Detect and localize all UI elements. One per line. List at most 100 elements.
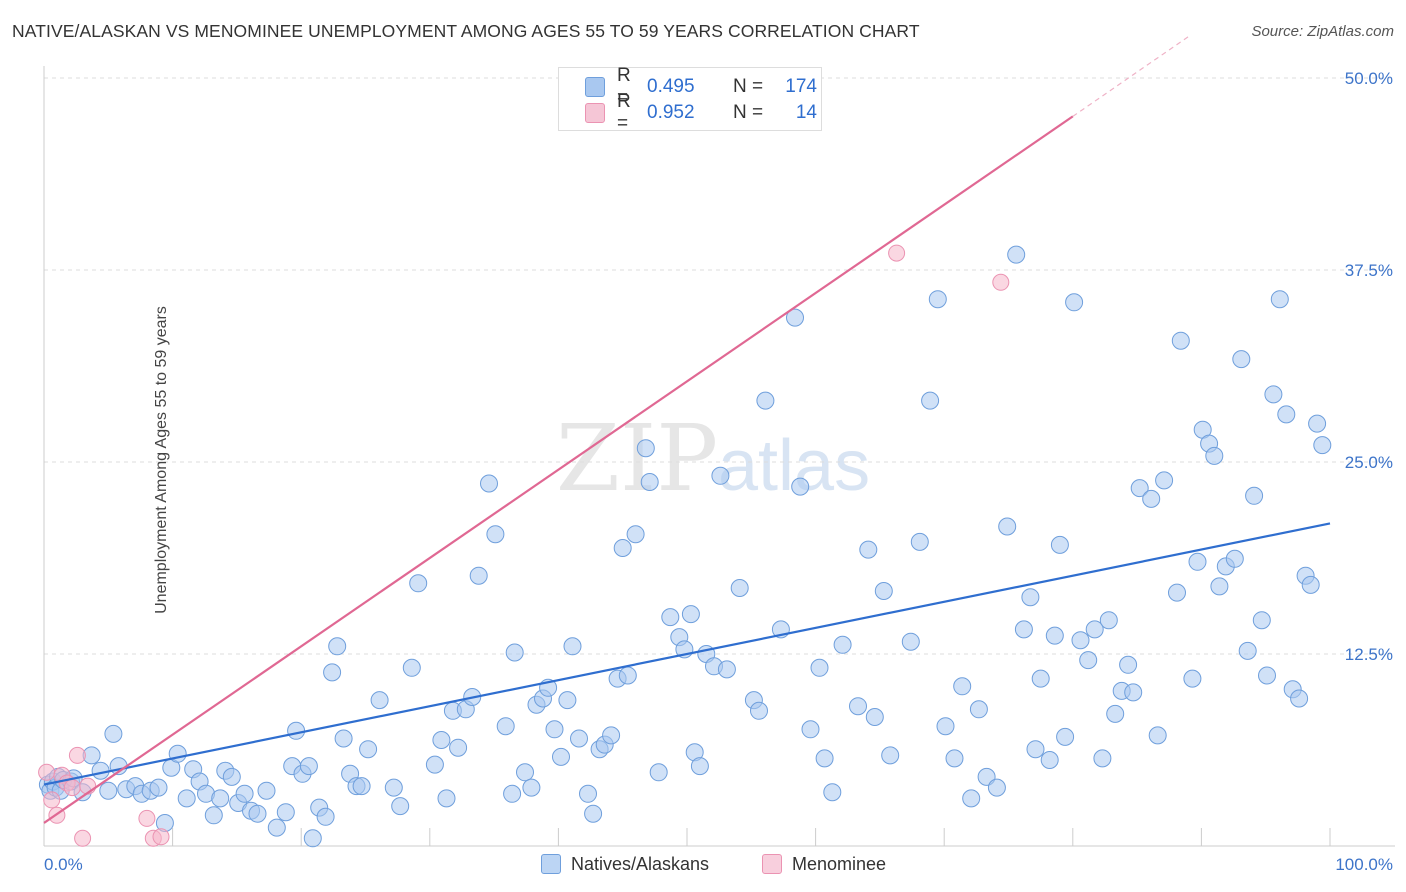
trend-line-natives [43,522,1331,786]
data-point-natives [1168,583,1186,602]
x-tick-label: 0.0% [44,855,83,874]
data-point-natives [874,582,893,600]
data-point-natives [865,708,884,726]
legend-n-label: N = [733,102,764,123]
data-point-natives [425,755,444,774]
data-point-natives [409,574,428,593]
watermark-zip: ZIP [556,405,718,512]
watermark: ZIP atlas [556,405,870,512]
data-point-natives [391,797,410,816]
data-point-natives [503,784,522,803]
data-point-natives [359,740,378,759]
data-point-natives [1124,683,1143,702]
data-point-natives [545,720,564,739]
data-point-natives [370,691,389,710]
bottom-legend-label: Natives/Alaskans [571,853,710,874]
data-point-natives [626,525,645,544]
data-point-natives [618,666,637,685]
data-point-natives [1155,471,1174,490]
data-point-natives [177,789,196,808]
data-point-natives [681,605,700,624]
data-point-natives [552,747,570,766]
data-point-natives [1183,669,1202,688]
data-point-natives [584,804,603,823]
data-point-natives [222,767,241,786]
data-point-menominee [38,763,56,781]
data-point-natives [235,784,254,803]
data-point-natives [1050,535,1069,554]
legend-swatch-pink [585,103,605,123]
data-point-natives [786,308,804,327]
data-point-natives [962,789,981,808]
data-point-natives [945,749,964,768]
trend-line-menominee [43,115,1074,824]
data-point-natives [661,608,680,627]
x-tick-label: 100.0% [1335,855,1393,874]
legend-r-label: R = [617,91,631,134]
data-point-natives [1007,245,1026,264]
data-point-natives [717,660,736,679]
data-point-natives [613,539,632,557]
data-point-natives [921,391,940,410]
data-point-natives [602,726,621,745]
data-point-natives [636,439,655,458]
legend-row-menominee: R = 0.952 N = 14 [585,91,817,134]
data-point-natives [1238,641,1257,660]
data-point-natives [505,643,524,662]
data-point-natives [1142,489,1161,508]
legend-swatch-blue [585,77,605,97]
data-point-natives [910,532,929,551]
data-point-natives [248,804,267,823]
data-point-natives [496,717,515,736]
data-point-natives [711,466,730,485]
data-point-natives [469,566,488,585]
data-point-natives [99,781,118,800]
data-point-natives [1210,577,1229,596]
data-point-natives [1205,446,1224,465]
data-point-natives [104,724,123,743]
data-point-natives [276,803,295,822]
data-point-natives [1270,290,1289,309]
data-point-menominee [152,828,170,846]
data-point-natives [1188,552,1207,571]
legend-n-value: 14 [795,102,817,123]
trend-lines [43,36,1331,824]
data-point-natives [640,473,659,491]
source-label: Source: ZipAtlas.com [1251,23,1394,40]
data-point-menominee [992,273,1010,291]
data-point-natives [267,818,286,837]
data-point-natives [352,777,371,796]
data-point-natives [1290,689,1309,708]
data-point-natives [1308,414,1327,433]
data-point-natives [998,517,1017,536]
data-point-natives [1130,479,1149,498]
data-point-natives [303,829,322,848]
data-point-menominee [43,791,61,809]
legend-r-value: 0.495 [647,76,695,97]
data-point-natives [211,789,230,808]
data-point-natives [1148,726,1167,745]
data-point-menominee [63,779,81,797]
data-point-natives [1071,631,1090,650]
data-point-natives [570,729,588,748]
data-point-natives [522,778,541,797]
data-point-natives [1264,385,1283,404]
data-point-natives [815,749,834,768]
data-point-natives [168,744,187,763]
bottom-legend-natives: Natives/Alaskans [541,852,709,876]
data-point-natives [801,720,820,739]
data-point-natives [859,540,878,559]
data-point-natives [1014,620,1033,639]
data-point-natives [756,391,775,410]
data-point-natives [432,731,451,749]
y-axis-label: Unemployment Among Ages 55 to 59 years [152,306,170,614]
data-point-menominee [888,244,906,262]
legend-n-value: 174 [785,76,817,97]
series-menominee [38,244,1010,847]
data-point-natives [402,658,421,677]
data-point-natives [516,763,534,782]
data-point-natives [1301,575,1320,594]
data-point-natives [791,477,810,496]
data-point-natives [823,783,842,802]
